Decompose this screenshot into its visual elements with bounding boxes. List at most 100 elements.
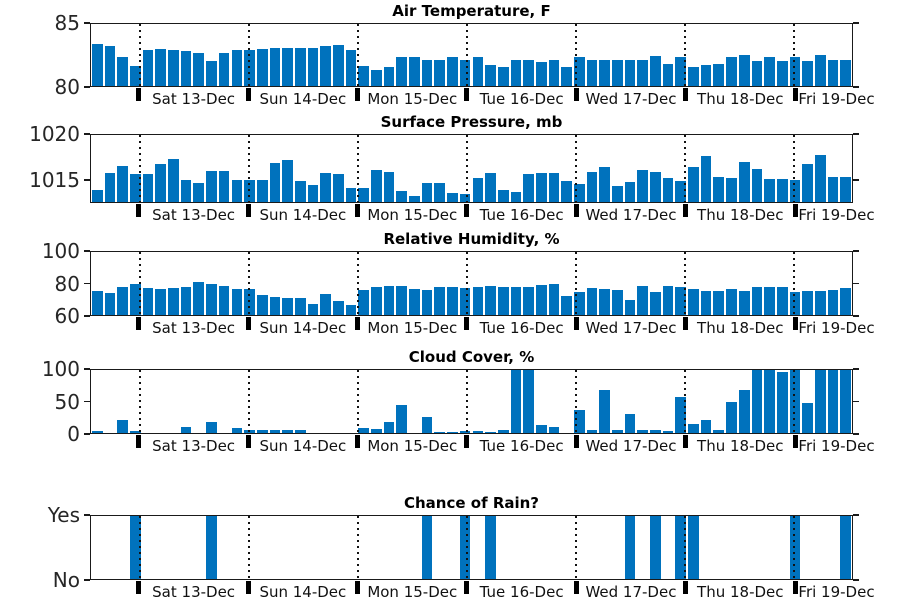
day-label: Sat 13-Dec [152, 90, 236, 108]
bar [510, 287, 522, 315]
bar [814, 55, 826, 86]
day-label: Fri 19-Dec [798, 583, 875, 600]
y-tick-mark-left [84, 579, 90, 581]
bar [535, 285, 547, 315]
day-label: Mon 15-Dec [367, 319, 458, 337]
bar [573, 184, 585, 202]
bar [561, 67, 572, 86]
bar [130, 431, 141, 433]
bar [650, 171, 661, 202]
y-tick-mark-right [853, 282, 859, 285]
day-tick [683, 580, 689, 594]
y-tick-mark-left [84, 179, 90, 181]
bar [713, 177, 725, 202]
plot-area-3 [90, 369, 853, 434]
day-label: Wed 17-Dec [585, 583, 677, 600]
day-label: Wed 17-Dec [585, 90, 677, 108]
day-gridline [793, 370, 796, 433]
bar [218, 52, 230, 86]
y-tick-mark-right [853, 579, 859, 581]
bar [434, 59, 446, 86]
bar [383, 67, 395, 86]
bar [599, 167, 610, 202]
y-tick-label: Yes [47, 503, 80, 527]
bar [282, 430, 293, 433]
bar [92, 431, 103, 433]
bar [675, 57, 687, 86]
plot-area-4 [90, 515, 853, 580]
bar [688, 516, 699, 579]
day-gridline [138, 24, 141, 86]
bar [332, 174, 344, 202]
bar [320, 293, 331, 315]
day-tick [355, 203, 361, 217]
bar [92, 190, 103, 202]
day-label: Wed 17-Dec [585, 319, 677, 337]
bar [485, 516, 496, 579]
bar [713, 63, 725, 86]
bar [421, 516, 433, 579]
day-tick [464, 316, 470, 330]
day-label: Sun 14-Dec [259, 206, 347, 224]
y-tick-mark-right [853, 514, 859, 516]
bar [269, 47, 281, 86]
bar [675, 286, 687, 315]
bar [535, 62, 547, 86]
y-tick-mark-left [84, 86, 90, 88]
bar [802, 403, 813, 433]
day-label: Fri 19-Dec [798, 319, 875, 337]
bar [510, 370, 522, 433]
bar [256, 179, 268, 202]
bar [497, 429, 509, 433]
day-gridline [793, 252, 796, 315]
bar [358, 187, 369, 202]
y-tick-mark-right [853, 250, 859, 252]
day-gridline [357, 252, 360, 315]
bar [320, 46, 331, 86]
bar [358, 289, 369, 315]
bar [814, 291, 826, 315]
bar [294, 180, 306, 202]
day-label: Thu 18-Dec [697, 206, 784, 224]
chart-title: Surface Pressure, mb [380, 113, 563, 131]
y-tick-mark-left [84, 514, 90, 516]
day-gridline [684, 135, 687, 202]
day-label: Tue 16-Dec [479, 437, 564, 455]
y-tick-mark-right [853, 315, 859, 317]
bar [155, 48, 167, 86]
day-gridline [357, 516, 360, 579]
bar [548, 283, 560, 315]
bar [814, 370, 826, 433]
bar [434, 183, 446, 202]
bar [573, 292, 585, 315]
bar [776, 61, 788, 86]
bar [700, 291, 712, 315]
bar [294, 429, 306, 433]
bar [675, 181, 687, 202]
y-tick-mark-left [84, 368, 90, 370]
day-label: Tue 16-Dec [479, 319, 564, 337]
day-tick [683, 316, 689, 330]
bar [738, 291, 750, 315]
bar [294, 298, 306, 315]
bar [282, 297, 293, 315]
bar [764, 57, 775, 86]
bar [231, 289, 243, 315]
day-gridline [684, 370, 687, 433]
chart-title: Relative Humidity, % [383, 230, 560, 248]
bar [117, 420, 129, 433]
bar [814, 154, 826, 202]
day-gridline [684, 252, 687, 315]
day-tick [464, 580, 470, 594]
bar [573, 57, 585, 86]
bar [738, 161, 750, 202]
day-gridline [466, 24, 468, 86]
bar [193, 281, 205, 315]
bar [650, 292, 661, 315]
day-gridline [357, 135, 360, 202]
y-tick-mark-right [853, 179, 859, 181]
day-label: Mon 15-Dec [367, 206, 458, 224]
bar [396, 191, 408, 202]
day-tick [136, 316, 142, 330]
day-label: Thu 18-Dec [697, 319, 784, 337]
